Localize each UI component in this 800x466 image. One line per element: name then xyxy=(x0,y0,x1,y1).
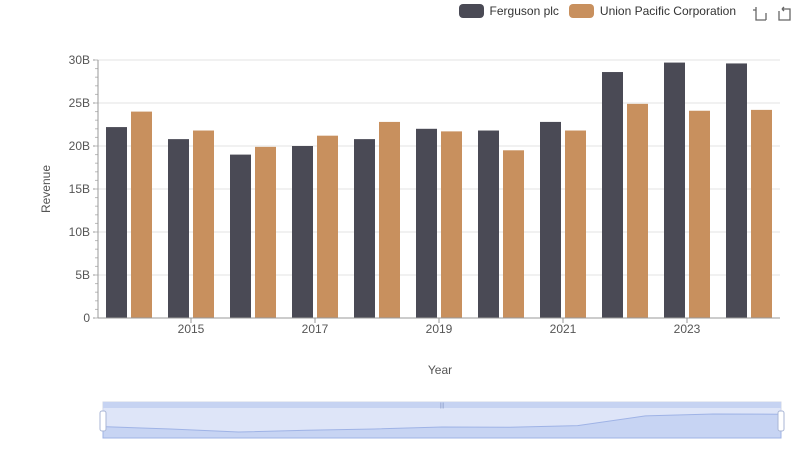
y-tick-label: 5B xyxy=(75,268,90,282)
bar-union-pacific-2018[interactable] xyxy=(379,121,400,318)
data-zoom-slider[interactable]: ||| xyxy=(99,401,785,439)
x-tick-label: 2017 xyxy=(302,322,329,336)
y-tick-label: 0 xyxy=(83,311,90,325)
legend-item-union-pacific[interactable]: Union Pacific Corporation xyxy=(568,4,736,18)
bar-union-pacific-2017[interactable] xyxy=(317,135,338,318)
legend-item-ferguson[interactable]: Ferguson plc xyxy=(458,4,559,18)
bar-ferguson-2018[interactable] xyxy=(354,139,375,318)
legend: Ferguson plc Union Pacific Corporation xyxy=(458,4,736,18)
x-axis: 2015 2017 2019 2021 2023 xyxy=(98,317,780,336)
zoom-grip-icon: ||| xyxy=(440,403,445,409)
x-tick-label: 2021 xyxy=(550,322,577,336)
y-axis-title: Revenue xyxy=(39,165,53,213)
bar-union-pacific-2020[interactable] xyxy=(503,150,524,318)
y-axis: 0 5B 10B 15B 20B 25B 30B xyxy=(69,53,99,325)
y-tick-label: 25B xyxy=(69,96,90,110)
legend-label: Union Pacific Corporation xyxy=(599,4,736,18)
zoom-preview-area xyxy=(102,413,782,439)
bar-union-pacific-2015[interactable] xyxy=(193,130,214,318)
bar-ferguson-2014[interactable] xyxy=(106,127,127,318)
legend-swatch xyxy=(458,4,484,18)
legend-label: Ferguson plc xyxy=(489,4,559,18)
x-tick-label: 2015 xyxy=(178,322,205,336)
bar-union-pacific-2022[interactable] xyxy=(627,103,648,318)
y-tick-label: 15B xyxy=(69,182,90,196)
bar-ferguson-2017[interactable] xyxy=(292,146,313,318)
bar-union-pacific-2016[interactable] xyxy=(255,146,276,318)
zoom-handle-right[interactable] xyxy=(777,410,785,432)
bars xyxy=(106,62,772,319)
x-tick-label: 2019 xyxy=(426,322,453,336)
bar-union-pacific-2023[interactable] xyxy=(689,110,710,319)
bar-ferguson-2022[interactable] xyxy=(602,72,623,318)
zoom-reset-icon[interactable] xyxy=(776,6,792,22)
y-tick-label: 20B xyxy=(69,139,90,153)
x-tick-label: 2023 xyxy=(674,322,701,336)
bar-ferguson-2020[interactable] xyxy=(478,130,499,318)
y-tick-label: 10B xyxy=(69,225,90,239)
bar-union-pacific-2019[interactable] xyxy=(441,131,462,318)
bar-ferguson-2015[interactable] xyxy=(168,139,189,318)
chart-toolbar xyxy=(752,6,792,22)
bar-ferguson-2024[interactable] xyxy=(726,63,747,318)
bar-ferguson-2016[interactable] xyxy=(230,154,251,318)
bar-union-pacific-2014[interactable] xyxy=(131,111,152,318)
zoom-top-bar[interactable] xyxy=(103,402,781,408)
bar-ferguson-2023[interactable] xyxy=(664,62,685,318)
x-axis-title: Year xyxy=(428,363,452,377)
y-tick-label: 30B xyxy=(69,53,90,67)
bar-ferguson-2021[interactable] xyxy=(540,121,561,318)
legend-swatch xyxy=(568,4,594,18)
bar-ferguson-2019[interactable] xyxy=(416,128,437,318)
zoom-select-icon[interactable] xyxy=(752,6,768,22)
zoom-handle-left[interactable] xyxy=(99,410,107,432)
bar-union-pacific-2021[interactable] xyxy=(565,130,586,318)
bar-union-pacific-2024[interactable] xyxy=(751,109,772,318)
